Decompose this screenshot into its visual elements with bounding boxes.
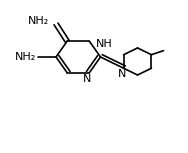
Text: N: N [83,74,91,84]
Text: NH: NH [96,39,112,49]
Text: N: N [118,69,126,79]
Text: NH₂: NH₂ [15,52,36,62]
Text: NH₂: NH₂ [28,16,49,26]
